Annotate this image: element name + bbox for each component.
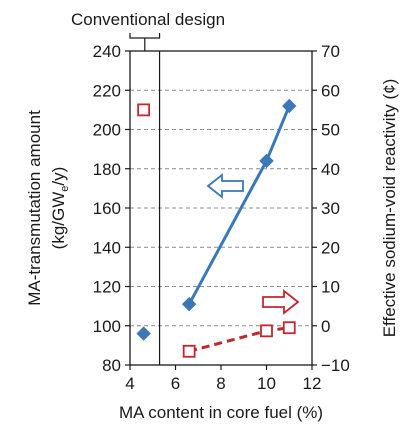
y-left-tick-label: 220	[93, 81, 121, 100]
y-left-unit-part: (kg/GW	[49, 192, 68, 250]
labels: 80 100 120 140 160 180 200 220 240 −10 0 10 20 30 40 50…	[25, 10, 399, 422]
y-left-axis-unit: (kg/GWe/y)	[49, 167, 71, 250]
data-point-diamond	[259, 153, 274, 169]
left-axis-arrow-icon	[206, 173, 244, 199]
x-tick-label: 10	[257, 374, 276, 393]
y-left-axis-title: MA-transmutation amount	[25, 110, 44, 306]
y-right-tick-label: 70	[321, 42, 340, 61]
y-left-unit-subscript: e	[59, 186, 71, 192]
y-left-tick-label: 240	[93, 42, 121, 61]
x-axis-title: MA content in core fuel (%)	[119, 403, 323, 422]
y-left-tick-label: 80	[102, 356, 121, 375]
data-point-square	[182, 344, 196, 358]
y-left-tick-label: 140	[93, 238, 121, 257]
conventional-bracket	[129, 33, 161, 39]
axes	[125, 33, 317, 370]
y-right-tick-label: 20	[321, 238, 340, 257]
y-left-tick-label: 160	[93, 199, 121, 218]
data-point-diamond	[181, 296, 197, 312]
x-tick-label: 6	[171, 374, 180, 393]
conventional-design-label: Conventional design	[71, 10, 225, 29]
y-right-tick-label: −10	[321, 356, 350, 375]
x-tick-label: 8	[216, 374, 225, 393]
y-right-tick-label: 10	[321, 278, 340, 297]
right-axis-arrow-icon	[262, 289, 300, 315]
series-line-0	[187, 105, 291, 305]
y-left-tick-label: 180	[93, 160, 121, 179]
x-tick-label: 12	[303, 374, 322, 393]
data-point-square	[260, 324, 273, 338]
series	[136, 98, 300, 358]
x-tick-label: 4	[125, 374, 134, 393]
y-left-tick-label: 200	[93, 121, 121, 140]
y-right-tick-label: 50	[321, 121, 340, 140]
y-right-tick-label: 60	[321, 81, 340, 100]
y-right-axis-title: Effective sodium-void reactivity (¢)	[380, 79, 399, 338]
y-right-tick-label: 0	[321, 317, 330, 336]
y-left-tick-label: 120	[93, 278, 121, 297]
data-point-square	[282, 321, 296, 335]
y-left-unit-end: /y)	[49, 167, 68, 186]
series-line-2	[188, 326, 290, 353]
data-point-diamond	[282, 98, 297, 114]
data-point-diamond	[136, 326, 151, 341]
data-point-square	[137, 103, 151, 117]
y-right-tick-label: 40	[321, 160, 340, 179]
y-right-tick-label: 30	[321, 199, 340, 218]
y-left-tick-label: 100	[93, 317, 121, 336]
